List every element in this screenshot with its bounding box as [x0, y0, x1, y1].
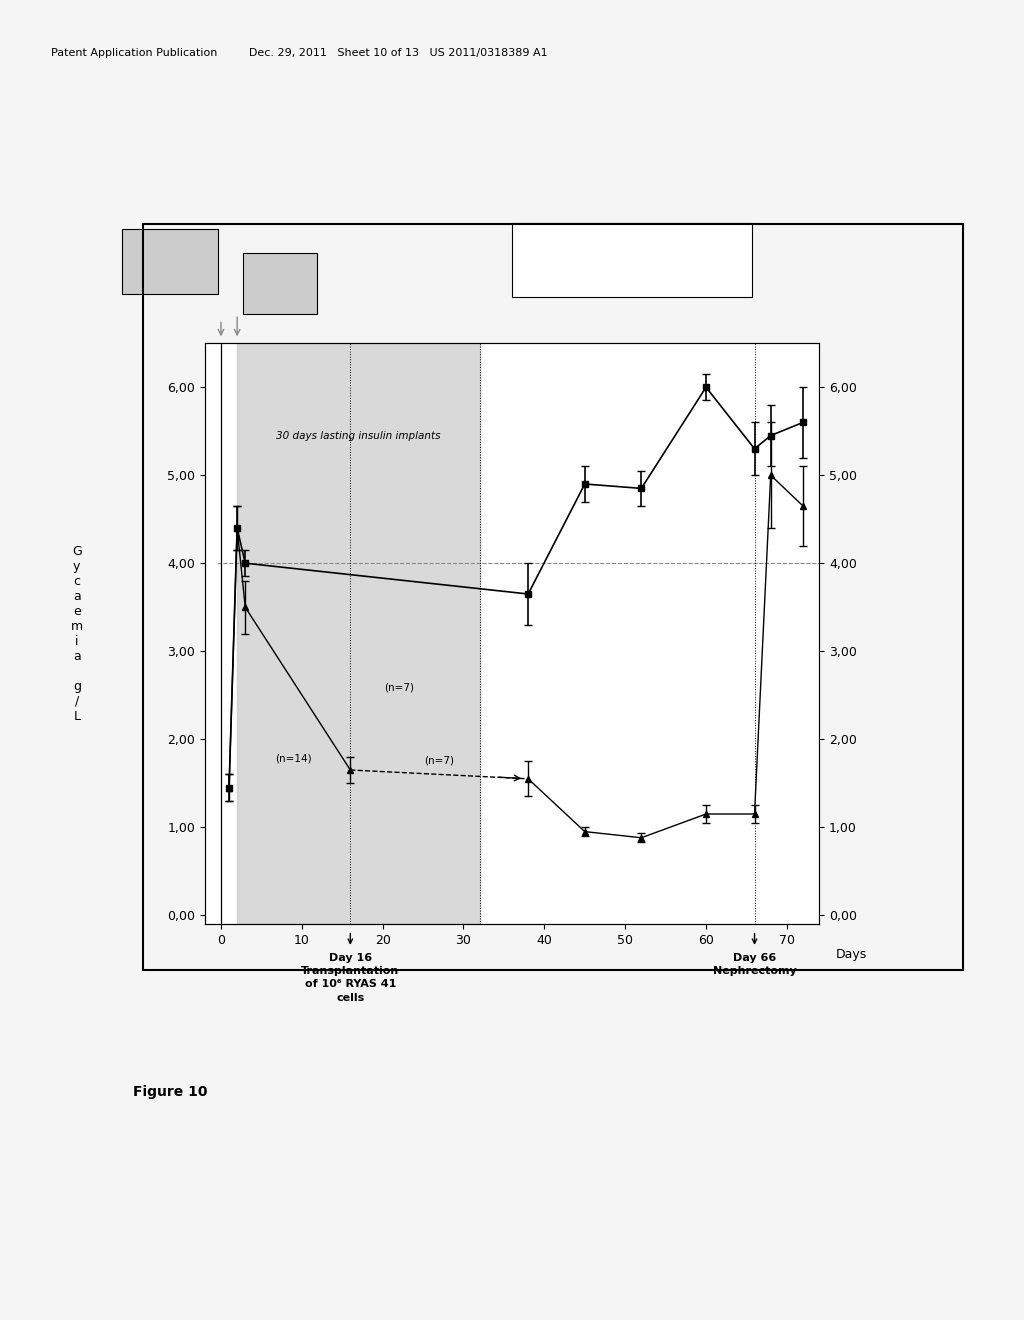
Bar [238, 343, 479, 924]
Text: Day 16
Transplantation
of 10⁶ RYAS 41
cells: Day 16 Transplantation of 10⁶ RYAS 41 ce… [301, 953, 399, 1003]
Text: (n=14): (n=14) [275, 754, 312, 763]
Text: 30 days lasting insulin implants: 30 days lasting insulin implants [276, 430, 440, 441]
Text: G
y
c
a
e
m
i
a

g
/
L: G y c a e m i a g / L [71, 545, 83, 722]
Text: ◆ Transplanted mice: ◆ Transplanted mice [529, 272, 630, 282]
Text: (n=7): (n=7) [424, 756, 455, 766]
Text: Day 66
Nephrectomy: Day 66 Nephrectomy [713, 953, 797, 977]
Text: Days: Days [836, 948, 866, 961]
Text: Patent Application Publication         Dec. 29, 2011   Sheet 10 of 13   US 2011/: Patent Application Publication Dec. 29, … [51, 48, 548, 58]
Text: (n=7): (n=7) [384, 682, 414, 693]
Text: Figure 10: Figure 10 [133, 1085, 208, 1100]
Text: Streptozotocin
injection: Streptozotocin injection [134, 251, 205, 272]
Text: Day 2
Insulin
implants: Day 2 Insulin implants [260, 269, 300, 298]
Text: ■ Untransplanted mice: ■ Untransplanted mice [529, 249, 644, 260]
